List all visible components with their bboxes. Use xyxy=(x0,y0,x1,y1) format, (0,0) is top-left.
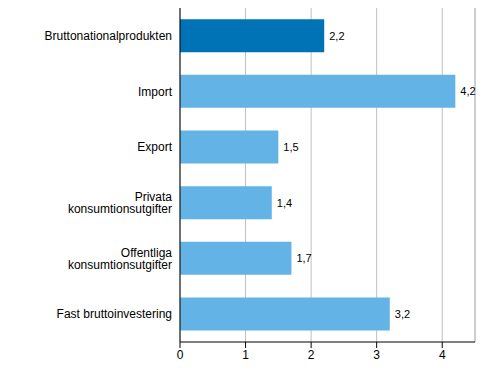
svg-text:4: 4 xyxy=(439,348,446,362)
svg-text:Offentligakonsumtionsutgifter: Offentligakonsumtionsutgifter xyxy=(68,246,172,272)
svg-text:3,2: 3,2 xyxy=(395,308,410,320)
svg-text:2: 2 xyxy=(308,348,315,362)
svg-text:1: 1 xyxy=(242,348,249,362)
svg-text:2,2: 2,2 xyxy=(329,30,344,42)
svg-text:4,2: 4,2 xyxy=(460,85,475,97)
svg-text:1,4: 1,4 xyxy=(277,197,292,209)
svg-text:1,5: 1,5 xyxy=(283,141,298,153)
svg-text:Bruttonationalprodukten: Bruttonationalprodukten xyxy=(45,29,172,43)
svg-text:Export: Export xyxy=(137,140,172,154)
svg-text:0: 0 xyxy=(177,348,184,362)
svg-text:Fast bruttoinvestering: Fast bruttoinvestering xyxy=(57,307,172,321)
svg-text:Privatakonsumtionsutgifter: Privatakonsumtionsutgifter xyxy=(68,190,172,216)
svg-text:3: 3 xyxy=(373,348,380,362)
svg-text:1,7: 1,7 xyxy=(296,252,311,264)
svg-text:Import: Import xyxy=(138,85,173,99)
